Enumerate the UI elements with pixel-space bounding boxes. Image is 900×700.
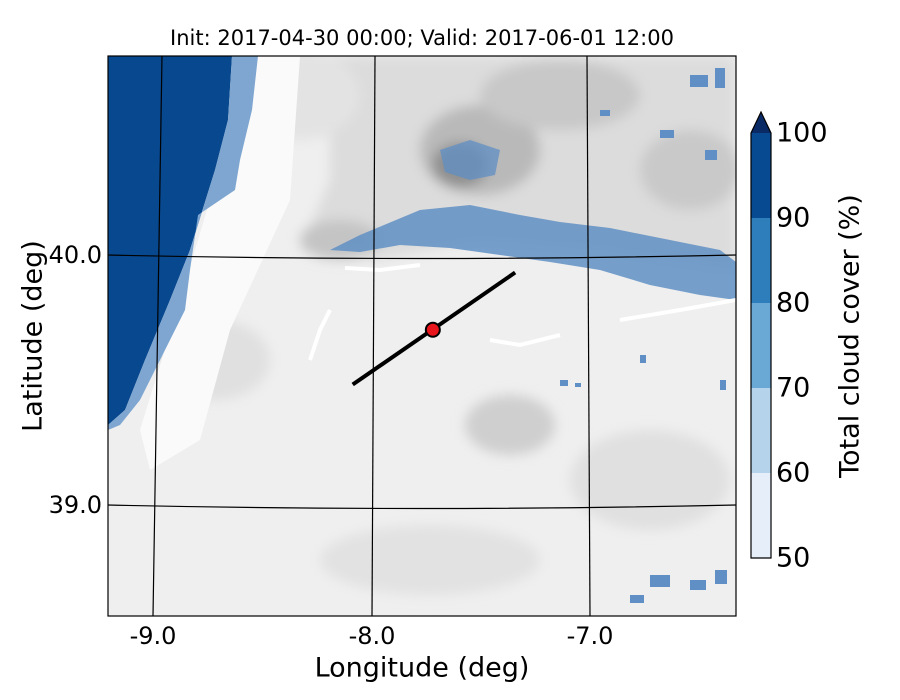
coastal-lowland (140, 56, 300, 470)
x-tick-label: -8.0 (348, 622, 396, 650)
x-tick-label: -7.0 (566, 622, 614, 650)
colorbar-frame (750, 110, 772, 559)
x-tick-label: -9.0 (129, 622, 177, 650)
colorbar-tick-label: 90 (776, 202, 811, 234)
colorbar-label: Total cloud cover (%) (834, 194, 866, 478)
colorbar (750, 110, 772, 559)
colorbar-tick-label: 60 (776, 457, 811, 489)
coastal-cloud-band (108, 56, 258, 430)
colorbar-tick-label: 100 (776, 117, 828, 149)
colorbar-tick-label: 50 (776, 542, 811, 574)
y-tick-label: 39.0 (48, 491, 102, 519)
colorbar-segment (751, 388, 771, 473)
colorbar-segment (751, 133, 771, 218)
colorbar-segment (751, 303, 771, 388)
plot-frame (107, 55, 737, 617)
graticule (108, 56, 736, 616)
parallel-40 (108, 254, 736, 260)
rivers (308, 263, 736, 361)
plot-title: Init: 2017-04-30 00:00; Valid: 2017-06-0… (170, 26, 674, 50)
map-area (108, 56, 736, 616)
colorbar-extend-arrow (751, 112, 771, 133)
colorbar-tick-label: 70 (776, 372, 811, 404)
colorbar-tick-label: 80 (776, 287, 811, 319)
colorbar-segment (751, 473, 771, 558)
colorbar-segments (751, 133, 771, 558)
x-axis-label: Longitude (deg) (314, 652, 530, 684)
colorbar-segment (751, 218, 771, 303)
y-tick-label: 40.0 (48, 241, 102, 269)
cloud-patches (330, 68, 736, 603)
meridian-7 (586, 56, 591, 616)
location-marker (424, 321, 441, 338)
parallel-39 (108, 504, 736, 510)
meridian-8 (371, 56, 376, 616)
ocean (108, 56, 232, 425)
y-axis-label: Latitude (deg) (17, 240, 49, 432)
meridian-9 (152, 56, 163, 616)
